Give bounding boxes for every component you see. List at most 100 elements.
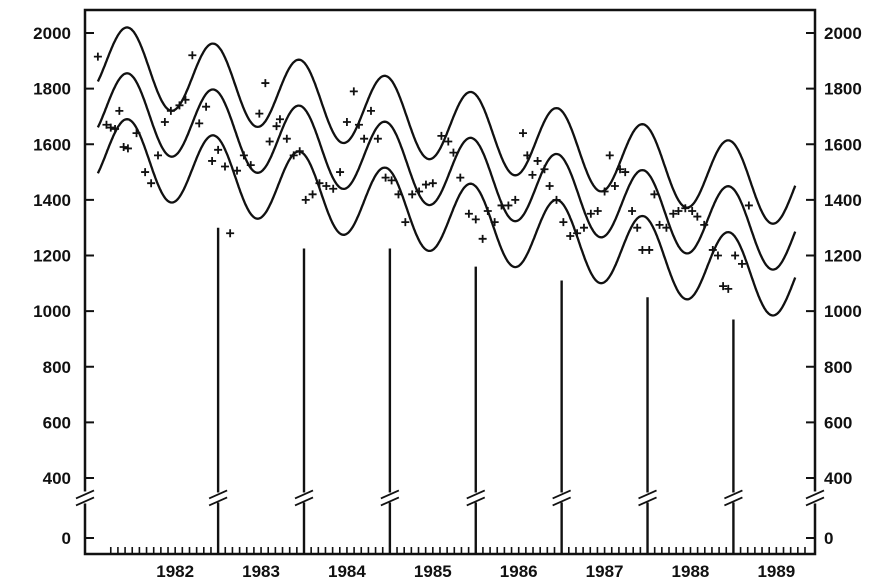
axis-break-marks <box>75 489 825 507</box>
data-point <box>693 212 702 221</box>
data-point <box>188 51 197 60</box>
data-point <box>700 220 709 229</box>
bar-break-gap <box>556 492 567 503</box>
x-tick-label: 1982 <box>156 562 194 581</box>
data-point <box>202 102 211 111</box>
x-tick-label: 1985 <box>414 562 452 581</box>
data-point <box>181 95 190 104</box>
data-point <box>394 190 403 199</box>
data-point <box>154 151 162 160</box>
data-point <box>600 187 609 196</box>
data-point <box>566 232 575 241</box>
axis-break-slash <box>75 489 95 500</box>
axis-break-slash <box>805 489 825 500</box>
left-y-tick-label: 600 <box>43 413 71 432</box>
data-point <box>93 52 102 61</box>
right-y-tick-label: 1400 <box>824 191 862 210</box>
data-point <box>444 137 453 146</box>
data-point <box>308 190 317 199</box>
left-y-tick-label: 1600 <box>33 135 71 154</box>
right-y-tick-label: 1600 <box>824 135 862 154</box>
x-tick-label: 1987 <box>586 562 624 581</box>
data-point <box>579 223 588 232</box>
data-point <box>381 173 390 182</box>
bar-break-slash <box>552 496 572 507</box>
data-point <box>528 170 537 179</box>
data-point <box>428 179 437 188</box>
data-point <box>540 165 549 174</box>
data-point <box>282 134 291 143</box>
data-point <box>645 245 654 254</box>
data-point <box>456 173 465 182</box>
data-point <box>272 122 281 131</box>
data-point <box>387 176 396 185</box>
data-point <box>408 190 417 199</box>
right-y-tick-label: 800 <box>824 358 852 377</box>
bar-break-slash <box>294 496 314 507</box>
data-point <box>214 145 223 154</box>
x-tick-label: 1984 <box>328 562 366 581</box>
x-tick-label: 1983 <box>242 562 280 581</box>
data-point <box>688 207 697 215</box>
data-points <box>93 51 753 293</box>
bar-break-slash <box>208 496 228 507</box>
data-point <box>147 179 156 188</box>
data-point <box>106 123 115 132</box>
bar-break-slash <box>638 496 657 507</box>
data-point <box>504 201 513 210</box>
data-point <box>638 245 647 254</box>
data-point <box>674 207 683 215</box>
bar-break-slash <box>208 489 228 500</box>
data-point <box>322 181 331 190</box>
data-point <box>360 134 369 143</box>
data-point <box>366 106 375 115</box>
data-point <box>655 220 664 229</box>
left-y-tick-label: 1400 <box>33 191 71 210</box>
bar-break-slash <box>380 496 400 507</box>
x-axis: 1982 1983 1984 1985 1986 1987 1988 1989 <box>156 562 795 581</box>
bar-break-slash <box>466 489 486 500</box>
data-point <box>373 134 382 143</box>
data-point <box>681 204 690 213</box>
data-point <box>166 106 175 115</box>
bar-break-gap <box>470 492 481 503</box>
data-point <box>132 129 141 138</box>
data-point <box>265 137 274 146</box>
data-point <box>621 168 630 177</box>
data-point <box>744 201 753 210</box>
axis-break-slash <box>75 496 95 507</box>
right-y-axis: 0 400 600 800 1000 1200 1400 1600 1800 2000 <box>806 24 862 548</box>
left-y-tick-label: 2000 <box>33 24 71 43</box>
data-point <box>738 259 746 268</box>
data-point <box>497 201 506 210</box>
data-point <box>552 195 561 204</box>
data-point <box>421 180 430 189</box>
bar-break-slash <box>638 489 657 500</box>
data-point <box>669 209 678 218</box>
left-y-tick-label: 0 <box>62 529 71 548</box>
data-point <box>415 187 424 196</box>
data-point <box>354 120 363 129</box>
data-point <box>401 218 410 227</box>
data-point <box>483 207 492 215</box>
data-point <box>349 87 358 96</box>
fitted-curve <box>96 72 797 271</box>
plot-frame <box>83 8 817 556</box>
data-point <box>111 124 120 133</box>
bar-break-slash <box>380 489 400 500</box>
bar-break-gap <box>213 492 224 503</box>
data-point <box>295 147 304 156</box>
data-point <box>208 156 217 165</box>
left-y-tick-label: 400 <box>43 469 71 488</box>
data-point <box>559 218 568 227</box>
bar-break-slash <box>552 489 572 500</box>
data-point <box>586 209 595 218</box>
data-point <box>573 229 582 238</box>
data-point <box>449 148 458 157</box>
data-point <box>616 165 625 174</box>
data-point <box>175 101 184 110</box>
data-point <box>593 207 602 215</box>
fitted-curves <box>96 26 797 554</box>
bar-break-gap <box>299 492 309 503</box>
data-point <box>464 209 473 218</box>
